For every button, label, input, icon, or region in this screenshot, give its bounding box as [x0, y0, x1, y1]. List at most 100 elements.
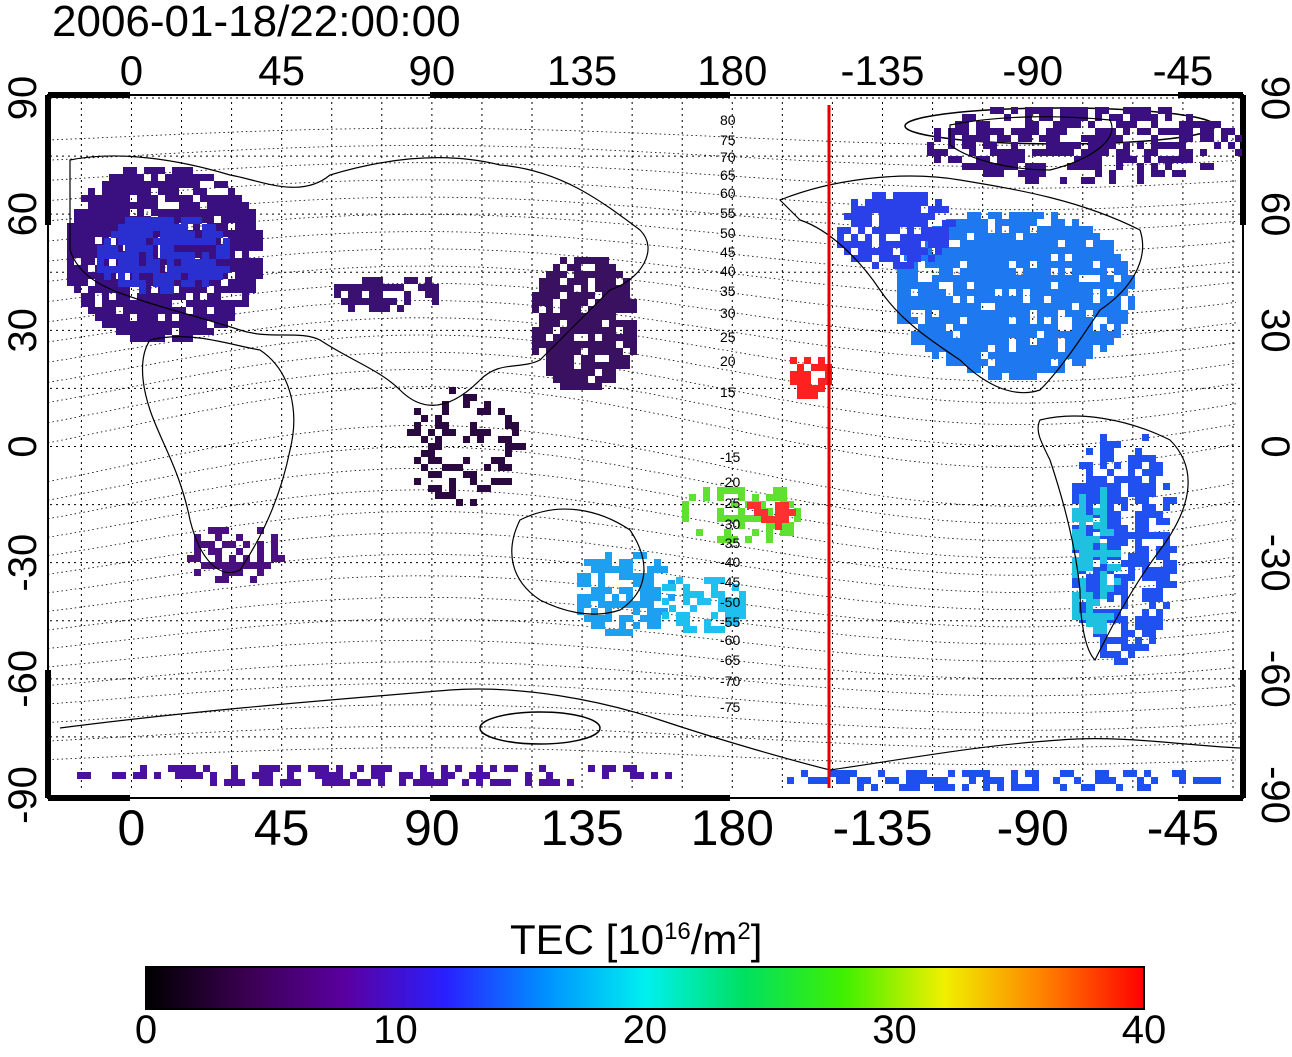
tec-cell-europe: [125, 266, 132, 273]
tec-cell-antarctic-south: [630, 772, 637, 779]
tec-cell-europe: [223, 238, 230, 245]
tec-cell-north-america: [1037, 310, 1044, 317]
tec-cell-australia: [739, 605, 746, 612]
contour-label: -45: [720, 574, 740, 590]
tec-cell-north-america: [897, 289, 904, 296]
tec-cell-north-america: [921, 213, 928, 220]
tec-cell-north-america: [1009, 310, 1016, 317]
tec-cell-south-america: [1128, 490, 1135, 497]
tec-cell-north-america: [872, 248, 879, 255]
tec-cell-north-america: [967, 240, 974, 247]
tec-cell-arctic: [1165, 163, 1172, 170]
tec-cell-west-africa: [236, 562, 243, 569]
tec-cell-north-america: [946, 310, 953, 317]
tec-cell-north-america: [1079, 359, 1086, 366]
tec-cell-south-america: [1121, 616, 1128, 623]
tec-cell-north-america: [1072, 289, 1079, 296]
tec-cell-europe: [125, 259, 132, 266]
tec-cell-north-america: [1107, 275, 1114, 282]
tec-cell-north-america: [1030, 359, 1037, 366]
tec-cell-north-america: [981, 247, 988, 254]
tec-cell-australia: [676, 612, 683, 619]
tec-cell-east-asia: [616, 334, 623, 341]
tec-cell-australia: [633, 608, 640, 615]
tec-cell-australia: [584, 580, 591, 587]
tec-cell-south-america: [1072, 606, 1079, 613]
tec-cell-north-america: [904, 268, 911, 275]
tec-cell-europe: [88, 188, 95, 195]
tec-cell-north-america: [981, 275, 988, 282]
tec-cell-europe: [242, 251, 249, 258]
tec-cell-north-america: [988, 233, 995, 240]
tec-cell-north-america: [1079, 317, 1086, 324]
tec-cell-arctic: [976, 121, 983, 128]
tec-cell-north-america: [918, 331, 925, 338]
tec-cell-north-america: [939, 289, 946, 296]
tec-cell-north-america: [1107, 338, 1114, 345]
tec-cell-europe: [158, 188, 165, 195]
tec-cell-north-america: [1044, 240, 1051, 247]
tec-cell-antarctic-south: [84, 772, 91, 779]
tec-cell-central-asia: [348, 291, 355, 298]
tec-cell-north-america: [960, 219, 967, 226]
tec-cell-europe: [144, 202, 151, 209]
tec-cell-north-america: [1058, 254, 1065, 261]
tec-cell-arctic: [1116, 114, 1123, 121]
tec-cell-north-america: [1100, 240, 1107, 247]
tec-cell-north-america: [995, 296, 1002, 303]
tec-cell-north-america: [967, 324, 974, 331]
tec-cell-south-america: [1086, 536, 1093, 543]
left-lat-label: -60: [1, 650, 45, 708]
tec-cell-south-america: [1107, 609, 1114, 616]
tec-cell-se-asia: [442, 492, 449, 499]
tec-cell-europe: [130, 174, 137, 181]
tec-cell-north-america: [1030, 345, 1037, 352]
tec-cell-south-america: [1100, 550, 1107, 557]
tec-cell-east-asia: [560, 271, 567, 278]
right-lat-label: -60: [1253, 650, 1292, 708]
tec-cell-arctic: [1109, 170, 1116, 177]
tec-cell-east-asia: [539, 334, 546, 341]
tec-cell-antarctic-east: [899, 784, 906, 791]
coast-europe-asia: [69, 155, 649, 406]
tec-cell-europe: [179, 174, 186, 181]
tec-cell-antarctic-east: [976, 770, 983, 777]
tec-cell-north-america: [949, 220, 956, 227]
tec-cell-south-america: [1086, 511, 1093, 518]
tec-cell-north-america: [1086, 352, 1093, 359]
tec-cell-north-america: [960, 296, 967, 303]
tec-cell-north-america: [914, 206, 921, 213]
tec-cell-central-asia: [404, 291, 411, 298]
tec-cell-europe: [137, 335, 144, 342]
tec-cell-antarctic-east: [829, 770, 836, 777]
tec-cell-north-america: [886, 241, 893, 248]
tec-cell-north-america: [886, 199, 893, 206]
tec-cell-europe: [214, 321, 221, 328]
top-lon-label: 45: [258, 47, 305, 94]
tec-cell-east-asia: [539, 278, 546, 285]
tec-cell-south-america: [1128, 532, 1135, 539]
tec-cell-arctic: [1025, 128, 1032, 135]
tec-cell-east-asia: [553, 264, 560, 271]
tec-cell-north-america: [1002, 282, 1009, 289]
tec-cell-arctic: [1095, 114, 1102, 121]
tec-cell-north-america: [911, 261, 918, 268]
tec-cell-antarctic-south: [525, 779, 532, 786]
tec-cell-north-america: [914, 255, 921, 262]
tec-cell-north-america: [1037, 212, 1044, 219]
tec-cell-europe: [186, 328, 193, 335]
tec-cell-north-america: [893, 199, 900, 206]
tec-cell-pacific-hotspot: [766, 522, 773, 529]
tec-cell-south-america: [1079, 529, 1086, 536]
tec-cell-north-america: [1044, 233, 1051, 240]
tec-cell-arctic: [1081, 163, 1088, 170]
tec-cell-arctic: [941, 149, 948, 156]
tec-cell-north-america: [974, 345, 981, 352]
tec-cell-south-america: [1121, 497, 1128, 504]
tec-cell-europe: [74, 216, 81, 223]
tec-cell-europe: [158, 307, 165, 314]
tec-cell-central-asia: [362, 298, 369, 305]
tec-cell-north-america: [1107, 282, 1114, 289]
tec-cell-north-america: [1121, 268, 1128, 275]
tec-cell-south-america: [1100, 557, 1107, 564]
